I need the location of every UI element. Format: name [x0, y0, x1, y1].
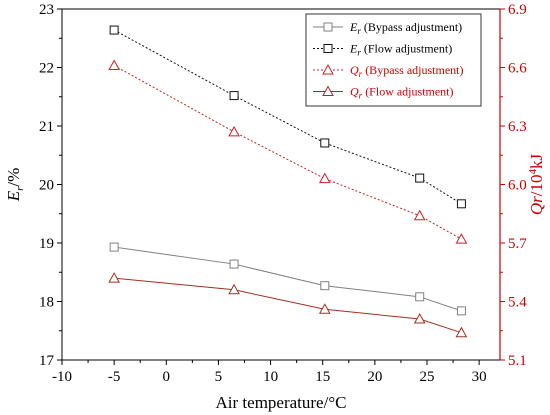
- y-right-tick-label: 6.6: [508, 61, 527, 77]
- x-tick-label: -10: [52, 369, 72, 385]
- data-point-triangle: [318, 303, 331, 314]
- data-point-triangle: [455, 326, 468, 338]
- y-left-tick-label: 21: [39, 119, 54, 135]
- y-left-tick-label: 19: [39, 236, 54, 252]
- series-line: [113, 29, 462, 205]
- y-left-axis-title: Er/%: [4, 168, 26, 203]
- y-right-axis-title: Qr/104kJ: [527, 153, 546, 215]
- series-er-flow: [109, 25, 466, 209]
- y-right-tick-label: 5.1: [508, 353, 527, 369]
- series-qr-bypass: [108, 59, 468, 244]
- y-right-tick-label: 5.4: [508, 295, 527, 311]
- x-tick-label: 25: [420, 369, 435, 385]
- data-point-square: [456, 306, 466, 316]
- y-right-tick-label: 6.3: [508, 119, 527, 135]
- x-tick-label: -5: [108, 369, 121, 385]
- data-point-triangle: [108, 59, 120, 71]
- data-point-triangle: [228, 125, 240, 137]
- series-group: [108, 25, 468, 338]
- legend: Er (Bypass adjustment) Er (Flow adjustmen…: [305, 13, 482, 107]
- series-qr-flow: [108, 272, 468, 338]
- data-point-triangle: [413, 209, 426, 221]
- series-er-bypass: [109, 242, 466, 316]
- x-tick-label: 15: [315, 369, 330, 385]
- legend-item: Qr (Flow adjustment): [313, 85, 454, 101]
- y-left-tick-label: 20: [39, 178, 54, 194]
- y-left-tick-label: 22: [39, 61, 54, 77]
- data-point-triangle: [322, 63, 334, 75]
- data-point-square: [320, 138, 330, 148]
- legend-item: Qr (Bypass adjustment): [313, 63, 464, 79]
- axis-labels: Air temperature/°C Er/% Qr/104kJ: [4, 153, 546, 412]
- data-point-triangle: [455, 233, 468, 244]
- legend-item: Er (Bypass adjustment): [313, 20, 462, 36]
- y-left-tick-label: 23: [39, 2, 54, 18]
- series-line: [114, 277, 462, 334]
- y-right-tick-label: 6.9: [508, 2, 527, 18]
- data-point-triangle: [108, 272, 120, 283]
- legend-box: [305, 13, 482, 107]
- data-point-square: [109, 242, 119, 252]
- x-tick-label: 30: [472, 369, 487, 385]
- y-right-tick-label: 6.0: [508, 178, 527, 194]
- data-point-square: [323, 44, 333, 53]
- data-point-triangle: [322, 85, 334, 96]
- x-tick-label: 5: [215, 369, 223, 385]
- data-point-triangle: [318, 172, 331, 184]
- data-point-square: [323, 22, 333, 32]
- y-right-tick-label: 5.7: [508, 236, 527, 252]
- x-tick-label: 10: [263, 369, 278, 385]
- legend-label: Qr (Bypass adjustment): [350, 63, 464, 79]
- data-point-square: [229, 91, 239, 101]
- data-point-square: [229, 259, 239, 269]
- legend-item: Er (Flow adjustment): [313, 42, 452, 58]
- data-point-triangle: [228, 283, 240, 295]
- legend-label: Qr (Flow adjustment): [350, 85, 454, 101]
- legend-label: Er (Bypass adjustment): [349, 20, 462, 36]
- x-tick-label: 0: [163, 369, 171, 385]
- data-point-square: [109, 25, 119, 35]
- y-left-tick-label: 17: [39, 353, 55, 369]
- data-point-triangle: [413, 313, 426, 324]
- data-point-square: [456, 199, 466, 209]
- data-point-square: [415, 173, 425, 183]
- axis-ticks: -10 -5 0 5 10 15 20 25 30 17 18 19 20 21 22 23 5.1 5.4 5.7…: [39, 2, 527, 385]
- series-line: [113, 65, 462, 240]
- legend-label: Er (Flow adjustment): [349, 42, 452, 58]
- x-tick-label: 20: [367, 369, 382, 385]
- data-point-square: [415, 292, 425, 302]
- y-left-tick-label: 18: [39, 295, 54, 311]
- x-axis-title: Air temperature/°C: [216, 393, 347, 412]
- data-point-square: [320, 281, 330, 291]
